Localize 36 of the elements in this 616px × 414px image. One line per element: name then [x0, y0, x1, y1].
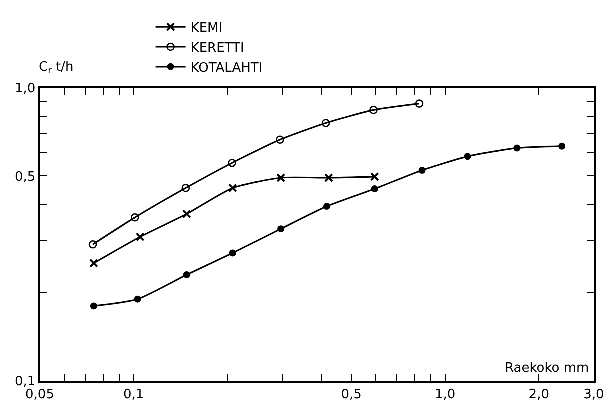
- point: [371, 186, 378, 193]
- point: [370, 106, 378, 114]
- point: [370, 172, 380, 182]
- y-tick-label: 0,5: [14, 170, 36, 185]
- x-tick-label: 0,1: [123, 387, 144, 402]
- point: [229, 250, 236, 257]
- x-tick-label: 3,0: [584, 387, 604, 402]
- point: [278, 226, 285, 233]
- point: [418, 166, 426, 174]
- x-tick-label: 2,0: [528, 387, 550, 402]
- point: [324, 203, 330, 210]
- point: [276, 174, 286, 182]
- point: [228, 159, 236, 168]
- y-tick-label: 1,0: [14, 82, 36, 97]
- y-axis-title: C$_{r}$ t/h: [39, 60, 74, 77]
- y-tick-label: 0,1: [14, 374, 36, 390]
- x-tick-label: 0,5: [341, 387, 362, 402]
- point: [89, 258, 98, 268]
- legend-label: KEMI: [190, 21, 223, 36]
- point: [276, 136, 284, 144]
- legend-label: KOTALAHTI: [190, 60, 263, 76]
- x-tick-label: 1,0: [435, 387, 456, 402]
- point: [182, 184, 190, 192]
- x-axis-title: Raekoko mm: [505, 361, 590, 376]
- point: [324, 174, 334, 182]
- point: [183, 272, 190, 279]
- point: [228, 184, 238, 193]
- point: [558, 142, 566, 150]
- point: [88, 240, 98, 249]
- point: [182, 210, 192, 219]
- point: [322, 119, 330, 128]
- point: [90, 302, 98, 310]
- x-tick-label: 0,05: [26, 387, 54, 402]
- point: [136, 232, 145, 242]
- legend-label: KERETTI: [190, 41, 244, 56]
- point: [464, 153, 472, 160]
